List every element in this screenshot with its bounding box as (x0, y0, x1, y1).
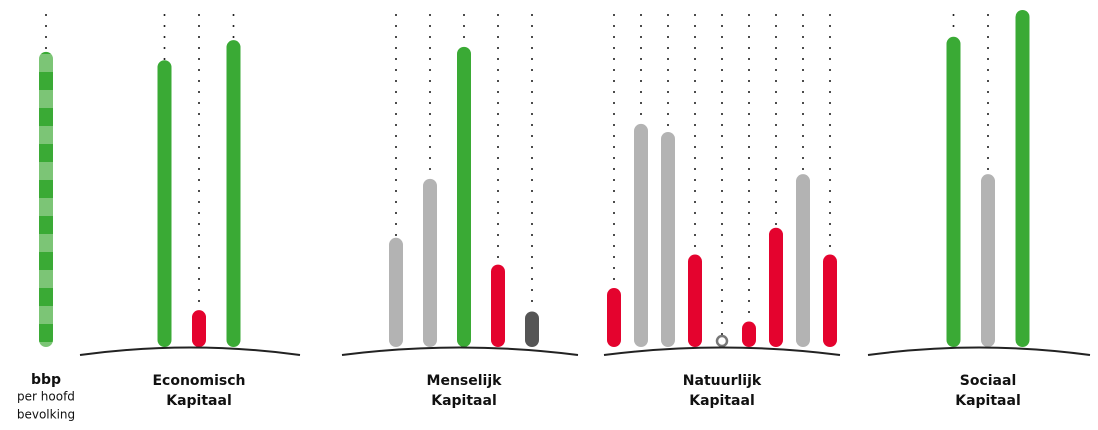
bar (226, 40, 241, 348)
bar (742, 321, 756, 347)
bar (946, 36, 961, 348)
bar (688, 254, 702, 347)
group-bracket (341, 346, 579, 356)
bar (157, 60, 172, 347)
group-sublabel: per hoofd (17, 390, 75, 404)
bar (823, 254, 837, 347)
bar (192, 310, 206, 347)
bar (525, 311, 539, 347)
group-label: Economisch (152, 373, 245, 389)
group-bracket (867, 346, 1091, 356)
bar (389, 237, 403, 347)
bar (661, 131, 675, 347)
bar (607, 288, 621, 347)
group-sublabel: bevolking (17, 408, 75, 422)
bar (491, 264, 505, 347)
bar (1015, 10, 1030, 347)
group-label: bbp (31, 372, 61, 388)
group-label: Kapitaal (955, 393, 1021, 409)
bar (981, 174, 995, 347)
group-label: Natuurlijk (683, 373, 762, 389)
empty-marker (715, 334, 729, 348)
group-label: Kapitaal (689, 393, 755, 409)
group-label: Menselijk (427, 373, 503, 389)
bar (769, 227, 783, 347)
group-label: Kapitaal (166, 393, 232, 409)
group-label: Kapitaal (431, 393, 497, 409)
bar (39, 51, 53, 347)
group-bracket (603, 346, 841, 356)
bar (796, 174, 810, 347)
bar (634, 123, 648, 348)
bar (457, 46, 471, 347)
bar (423, 178, 437, 347)
group-bracket (79, 346, 301, 356)
group-label: Sociaal (960, 373, 1017, 389)
